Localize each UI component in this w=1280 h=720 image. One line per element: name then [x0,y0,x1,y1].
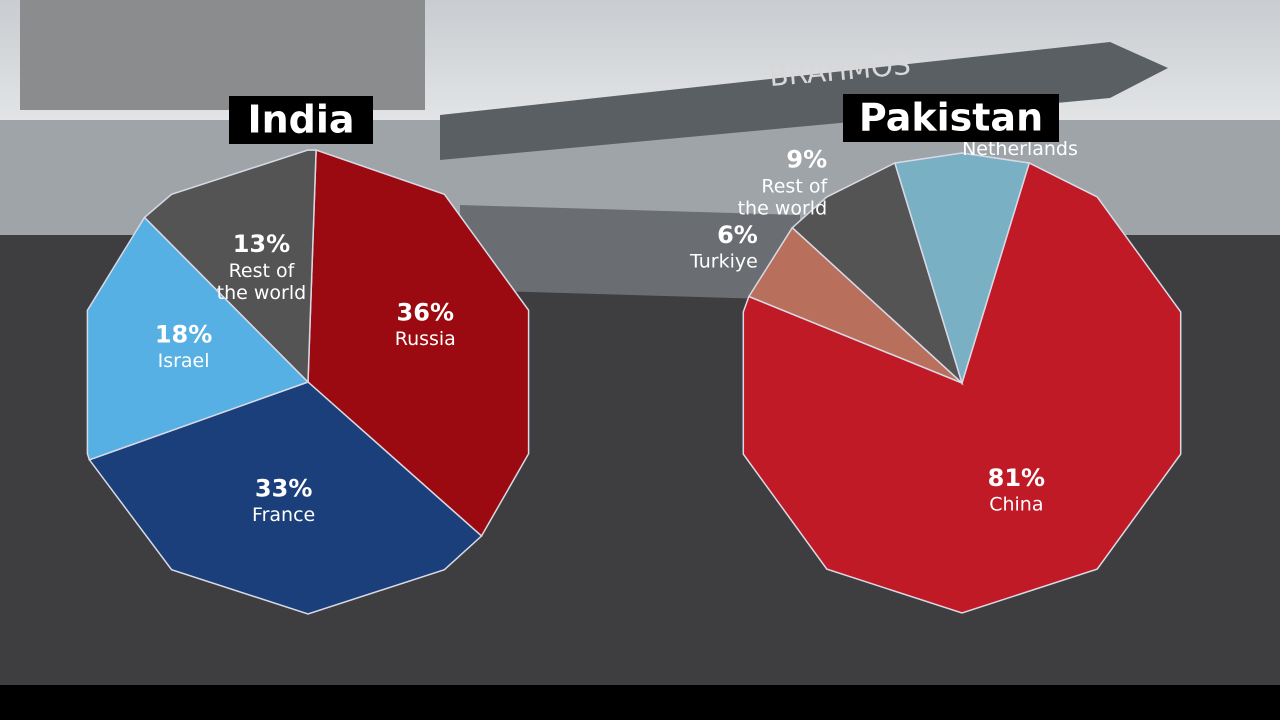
value-label: 6% [717,221,758,249]
pie-slice [143,149,317,384]
chart-title: Pakistan [859,96,1043,140]
value-label: 33% [255,474,312,502]
category-label: Netherlands [962,138,1078,160]
category-line: the world [217,282,307,304]
pie-slice [893,152,1031,386]
slice-label: 18%Israel [155,321,212,373]
category-line: the world [738,197,828,219]
title-box [229,96,373,144]
category-label: Russia [395,328,456,350]
value-label: 13% [233,230,290,258]
category-label: Rest of the world [738,175,829,219]
building [20,0,425,110]
missile-lower [460,205,800,300]
chart-title: India [247,98,354,142]
slice-label: 13%Rest of the world [217,230,307,303]
category-label: China [989,494,1043,516]
slice-label: 81%China [988,464,1045,515]
category-label: Rest of the world [217,260,307,304]
category-label: Turkiye [689,251,758,273]
bottom-bar [0,685,1280,720]
slice-label: 9%Rest of the world [738,146,829,220]
slice-label: 6%Turkiye [689,221,758,272]
slice-label: 36%Russia [395,299,456,351]
value-label: 81% [988,464,1045,492]
category-label: France [252,504,315,526]
value-label: 18% [155,321,212,349]
pie-slice [742,161,1182,614]
category-line: Rest of [229,260,296,282]
value-label: 36% [397,299,454,327]
missile [440,42,1168,160]
title-box [843,94,1059,142]
value-label: 9% [786,146,827,174]
category-label: Israel [158,350,210,372]
slice-label: 33%France [252,474,315,526]
category-line: Rest of [761,175,828,197]
